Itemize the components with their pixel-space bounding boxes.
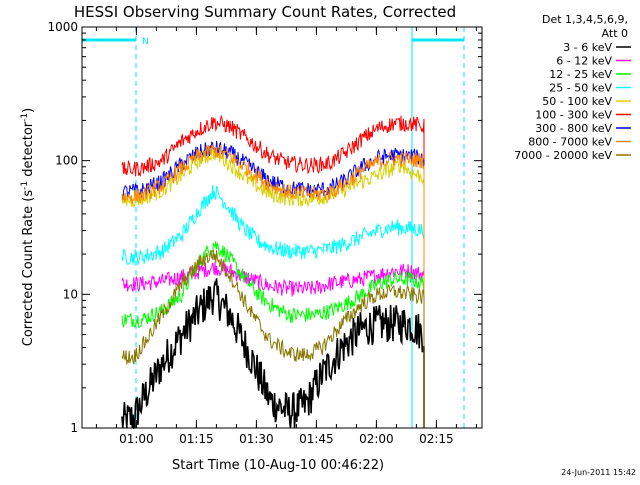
y-axis-label: Corrected Count Rate (s-1 detector-1) (20, 108, 36, 346)
x-axis-label: Start Time (10-Aug-10 00:46:22) (172, 458, 384, 473)
y-axis-label-mid: detector (21, 121, 36, 181)
chart-title: HESSI Observing Summary Count Rates, Cor… (74, 3, 456, 21)
plot-frame (81, 26, 483, 429)
flag-marker-label: N (142, 37, 149, 47)
x-tick-label-1: 01:15 (179, 432, 214, 446)
legend-label-7: 800 - 7000 keV (528, 136, 612, 149)
series-line-2 (121, 241, 425, 428)
y-tick-label-3: 1000 (47, 20, 78, 34)
legend-label-3: 25 - 50 keV (549, 82, 612, 95)
footer-date: 24-Jun-2011 15:42 (561, 468, 636, 477)
legend-header-line-2: Att 0 (602, 27, 628, 40)
x-tick-label-5: 02:15 (419, 432, 454, 446)
x-tick-label-4: 02:00 (359, 432, 394, 446)
y-axis-label-main: Corrected Count Rate (s (21, 190, 36, 347)
x-tick-label-3: 01:45 (299, 432, 334, 446)
y-axis-label-end: ) (21, 108, 36, 113)
y-tick-label-2: 100 (55, 154, 78, 168)
y-axis-label-exp2: -1 (20, 113, 30, 122)
legend-label-1: 6 - 12 keV (556, 55, 612, 68)
series-line-8 (121, 249, 425, 428)
y-tick-label-1: 10 (63, 287, 78, 301)
legend-label-4: 50 - 100 keV (542, 95, 612, 108)
legend-label-5: 100 - 300 keV (535, 109, 612, 122)
x-tick-label-0: 01:00 (119, 432, 154, 446)
series-line-3 (121, 184, 425, 428)
legend-label-0: 3 - 6 keV (563, 41, 612, 54)
series-line-0 (121, 278, 425, 430)
y-tick-label-0: 1 (70, 421, 78, 435)
series-line-7 (121, 144, 425, 428)
legend-label-8: 7000 - 20000 keV (514, 149, 612, 162)
legend-label-2: 12 - 25 keV (549, 68, 612, 81)
series-line-1 (121, 261, 425, 428)
y-axis-label-exp1: -1 (20, 181, 30, 190)
plot-area: N 01:00 01:15 01:30 01:45 02:00 02:15 1 10 100 100… (47, 20, 482, 446)
x-tick-label-2: 01:30 (239, 432, 274, 446)
legend-label-6: 300 - 800 keV (535, 122, 612, 135)
series-line-5 (121, 114, 425, 428)
legend-header-line-1: Det 1,3,4,5,6,9, (542, 13, 628, 26)
